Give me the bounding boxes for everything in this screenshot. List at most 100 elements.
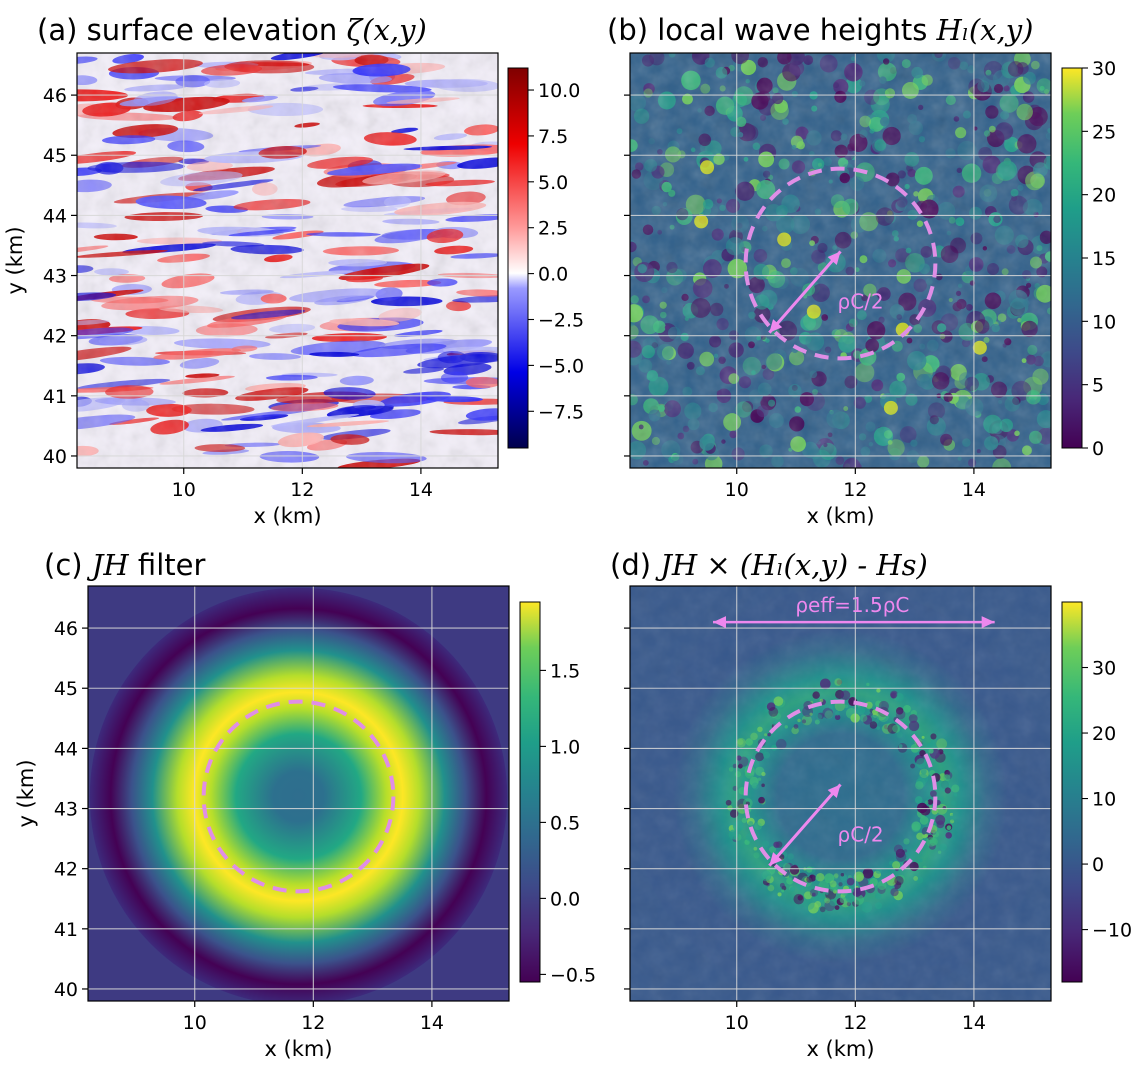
radius-arrow-head <box>827 251 841 265</box>
colorbar-tick-label: −2.5 <box>538 309 584 331</box>
x-tick-label: 14 <box>420 1012 444 1034</box>
radius-arrow <box>768 250 842 334</box>
title-math: JH × (Hₗ(x,y) - Hs) <box>655 548 928 582</box>
colorbar-tick-label: 1.5 <box>550 660 580 682</box>
radius-arrow <box>768 783 842 867</box>
y-tick-label: 40 <box>54 979 78 1001</box>
radius-label: ρC/2 <box>838 290 884 314</box>
title-prefix: (c) <box>44 548 92 582</box>
radius-arrow-tail <box>769 319 783 333</box>
panel-a: 10 12 14 40 41 42 43 44 45 46 x (km) y (km) (a) surf… <box>3 13 584 528</box>
x-tick-label: 10 <box>172 479 196 501</box>
y-axis-label: y (km) <box>3 226 27 294</box>
plot-frame <box>87 585 510 1002</box>
panel-title: (d) JH × (Hₗ(x,y) - Hs) <box>610 548 928 582</box>
span-arrow-left <box>713 616 727 629</box>
x-tick-label: 12 <box>301 1012 325 1034</box>
y-tick-label: 45 <box>54 678 78 700</box>
x-tick-label: 12 <box>843 1012 867 1034</box>
grid-lines <box>77 53 498 468</box>
x-tick-label: 10 <box>725 479 749 501</box>
grid-lines <box>630 53 1051 468</box>
heatmap-texture <box>630 53 1051 468</box>
colorbar <box>507 67 529 449</box>
x-tick-label: 10 <box>183 1012 207 1034</box>
radius-label: ρC/2 <box>838 823 884 847</box>
colorbar-tick-label: 7.5 <box>538 126 568 148</box>
colorbar-tick-label: 2.5 <box>538 218 568 240</box>
panel-d: ρC/2 ρeff=1.5ρC 10 12 14 x (km) (d) JH × (Hₗ(x… <box>610 548 1132 1061</box>
panel-title: (c) JH filter <box>44 548 205 582</box>
title-math: Hₗ(x,y) <box>936 13 1034 47</box>
panel-b: ρC/2 10 12 14 x (km) (b) local wave heights H… <box>607 13 1116 528</box>
heatmap-texture <box>77 53 498 468</box>
title-math: ζ(x,y) <box>346 13 426 47</box>
radius-arrow-head <box>827 784 841 798</box>
x-axis-label: x (km) <box>806 504 874 528</box>
colorbar-tick-label: 0.0 <box>550 888 580 910</box>
y-tick-label: 40 <box>43 446 67 468</box>
y-tick-label: 41 <box>43 386 67 408</box>
y-tick-label: 42 <box>54 859 78 881</box>
x-tick-label: 10 <box>725 1012 749 1034</box>
span-label: ρeff=1.5ρC <box>795 593 909 617</box>
dashed-circle <box>743 166 938 361</box>
filter-ring <box>89 587 508 1001</box>
title-prefix: (a) surface elevation <box>37 13 346 47</box>
radius-arrow-tail <box>769 852 783 866</box>
y-tick-label: 44 <box>43 205 67 227</box>
colorbar-tick-label: −10 <box>1092 920 1132 942</box>
x-axis-label: x (km) <box>806 1037 874 1061</box>
x-tick-label: 14 <box>409 479 433 501</box>
title-math: JH <box>87 548 130 582</box>
span-arrow-right <box>981 616 995 629</box>
dashed-circle <box>743 699 938 894</box>
y-tick-label: 42 <box>43 326 67 348</box>
colorbar-tick-label: 10.0 <box>538 80 580 102</box>
colorbar-tick-label: 25 <box>1092 121 1116 143</box>
heatmap-texture <box>630 586 1051 1001</box>
y-tick-label: 43 <box>54 799 78 821</box>
panel-c: 10 12 14 40 41 42 43 44 45 46 x (km) y (km) (c) JH f… <box>14 548 596 1061</box>
colorbar-tick-label: −5.0 <box>538 355 584 377</box>
colorbar-tick-label: 10 <box>1092 789 1116 811</box>
grid-lines <box>88 586 509 1001</box>
y-axis-label: y (km) <box>14 759 38 827</box>
panel-title: (a) surface elevation ζ(x,y) <box>37 13 427 47</box>
colorbar-tick-label: 20 <box>1092 185 1116 207</box>
colorbar-tick-label: 10 <box>1092 311 1116 333</box>
colorbar <box>1061 601 1083 983</box>
plot-area-c <box>88 586 509 1001</box>
x-tick-label: 12 <box>290 479 314 501</box>
title-prefix: (b) local wave heights <box>607 13 937 47</box>
plot-area-d: ρC/2 ρeff=1.5ρC <box>630 586 1051 1001</box>
y-tick-label: 44 <box>54 738 78 760</box>
x-tick-label: 12 <box>843 479 867 501</box>
panel-title: (b) local wave heights Hₗ(x,y) <box>607 13 1033 47</box>
colorbar-tick-label: 5.0 <box>538 172 568 194</box>
colorbar-tick-label: −7.5 <box>538 401 584 423</box>
title-suffix: filter <box>129 548 206 582</box>
colorbar <box>1061 67 1083 449</box>
plot-area-b: ρC/2 <box>630 53 1051 468</box>
colorbar-tick-label: 30 <box>1092 58 1116 80</box>
colorbar-tick-label: 1.0 <box>550 736 580 758</box>
x-axis-label: x (km) <box>264 1037 332 1061</box>
plot-frame <box>76 52 499 469</box>
x-tick-label: 14 <box>962 1012 986 1034</box>
colorbar-tick-label: 0 <box>1092 854 1104 876</box>
plot-frame <box>629 52 1052 469</box>
y-tick-label: 45 <box>43 145 67 167</box>
plot-frame <box>629 585 1052 1002</box>
colorbar-tick-label: 5 <box>1092 375 1104 397</box>
y-tick-label: 46 <box>43 85 67 107</box>
colorbar-tick-label: 0 <box>1092 438 1104 460</box>
x-tick-label: 14 <box>962 479 986 501</box>
y-tick-label: 43 <box>43 266 67 288</box>
colorbar-tick-label: 20 <box>1092 723 1116 745</box>
colorbar-tick-label: 0.0 <box>538 264 568 286</box>
colorbar-tick-label: 15 <box>1092 248 1116 270</box>
colorbar-tick-label: −0.5 <box>550 964 596 986</box>
colorbar-tick-label: 0.5 <box>550 812 580 834</box>
